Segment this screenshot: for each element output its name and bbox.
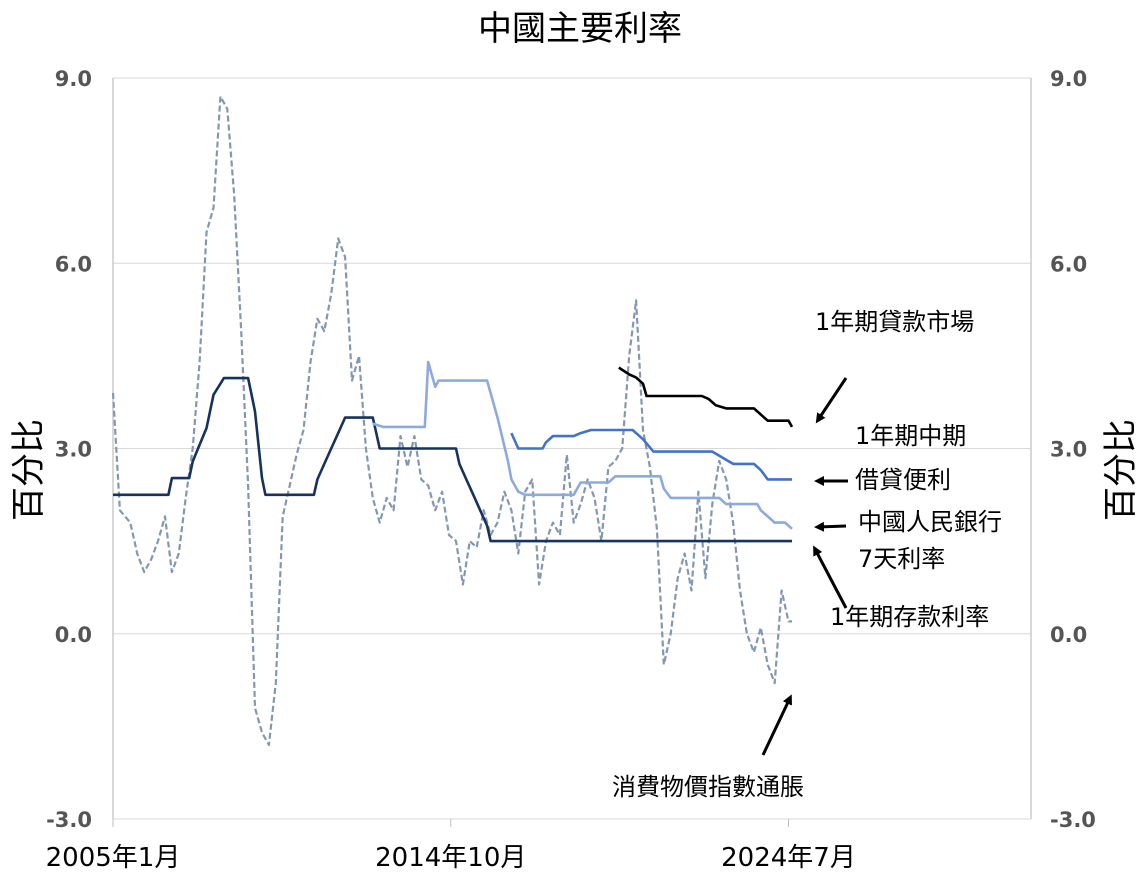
arrow-pboc (814, 521, 847, 532)
gridlines (113, 77, 1031, 820)
series-line-3 (510, 428, 792, 481)
series-group (111, 95, 794, 746)
arrow-lpr (815, 377, 848, 424)
y-axis-left-label: 百分比 (9, 419, 49, 521)
y-tick-label-left: 6.0 (55, 252, 92, 276)
y-tick-label-right: 6.0 (1050, 252, 1087, 276)
label-mlf-line1: 1年期中期 (855, 422, 966, 450)
x-tick-label: 2014年10月 (375, 843, 526, 873)
y-tick-label-left: 9.0 (55, 67, 92, 91)
label-lpr: 1年期貸款市場 (815, 308, 974, 336)
y-tick-label-right: 9.0 (1050, 67, 1087, 91)
y-axis-right-ticks: 9.0 6.0 3.0 0.0 -3.0 (1050, 67, 1096, 832)
x-axis-ticks: 2005年1月 2014年10月 2024年7月 (46, 819, 856, 873)
label-pboc-line1: 中國人民銀行 (858, 508, 1002, 536)
arrow-deposit (813, 545, 848, 609)
label-deposit: 1年期存款利率 (830, 603, 989, 631)
arrow-cpi (761, 694, 792, 756)
y-tick-label-right: -3.0 (1050, 808, 1096, 832)
annotation-arrows (761, 377, 848, 756)
y-axis-left-ticks: 9.0 6.0 3.0 0.0 -3.0 (46, 67, 92, 832)
y-tick-label-right: 3.0 (1050, 438, 1087, 462)
series-line-2 (372, 360, 793, 530)
label-pboc-line2: 7天利率 (858, 545, 945, 573)
series-line-1 (113, 376, 792, 543)
y-tick-label-left: 0.0 (55, 623, 92, 647)
series-line-4 (618, 366, 794, 428)
chart-title: 中國主要利率 (478, 9, 682, 49)
y-tick-label-right: 0.0 (1050, 623, 1087, 647)
series-line-0 (111, 95, 792, 746)
y-tick-label-left: -3.0 (46, 808, 92, 832)
y-tick-label-left: 3.0 (55, 438, 92, 462)
annotations: 1年期貸款市場 1年期中期 借貸便利 中國人民銀行 7天利率 1年期存款利率 消… (612, 308, 1002, 801)
label-cpi: 消費物價指數通脹 (612, 773, 804, 801)
y-axis-right-label: 百分比 (1101, 419, 1141, 521)
x-tick-label: 2024年7月 (721, 843, 856, 873)
x-tick-label: 2005年1月 (46, 843, 181, 873)
label-mlf-line2: 借貸便利 (855, 466, 951, 494)
